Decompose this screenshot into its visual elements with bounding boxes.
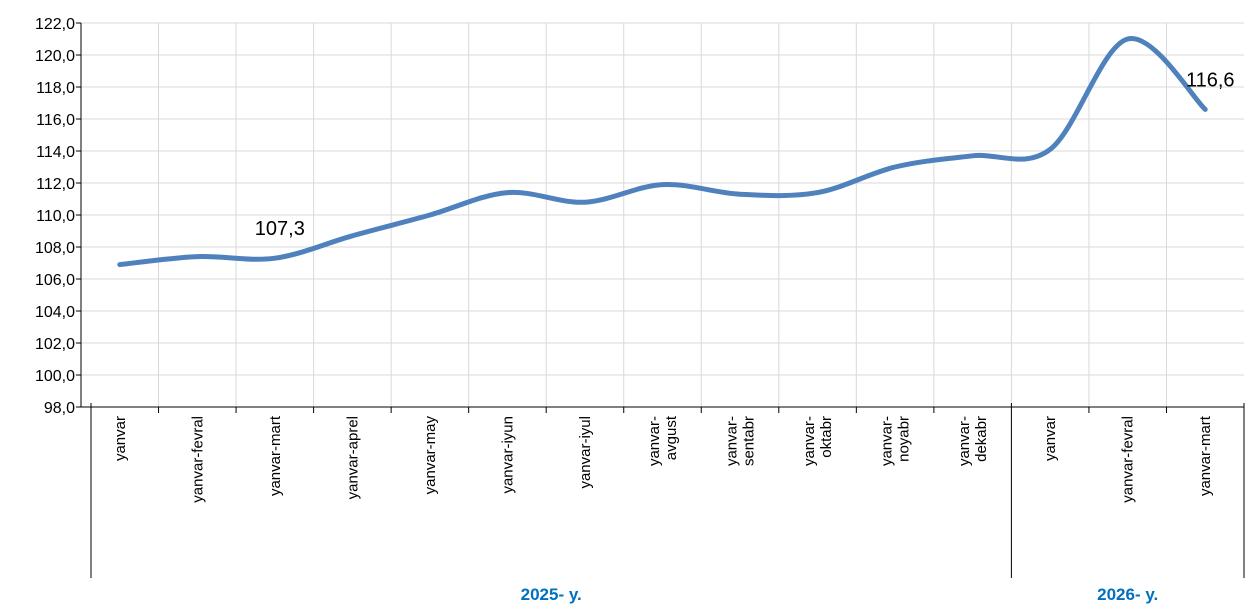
x-tick-label: yanvar-: [724, 416, 741, 466]
series-line: [117, 36, 1208, 268]
y-tick-label: 106,0: [35, 272, 75, 289]
y-tick-label: 112,0: [36, 176, 75, 193]
data-label: 116,6: [1186, 69, 1235, 91]
x-tick-label: noyabr: [896, 416, 913, 462]
x-tick-label: yanvar-: [646, 416, 663, 466]
y-tick-label: 120,0: [35, 48, 75, 65]
y-tick-labels: 98,0 100,0 102,0 104,0 106,0 108,0 110,0 112,0 1…: [35, 16, 75, 417]
gridlines: [81, 22, 1244, 407]
x-tick-label: avgust: [663, 415, 680, 460]
x-tick-label: yanvar-mart: [267, 415, 284, 496]
x-tick-label: yanvar-iyun: [499, 416, 516, 494]
x-tick-label: sentabr: [741, 416, 758, 466]
x-tick-label: yanvar-: [801, 416, 818, 466]
y-tick-label: 110,0: [36, 208, 75, 225]
y-tick-label: 104,0: [35, 304, 75, 321]
x-tick-labels: yanvar yanvar-fevral yanvar-mart yanvar-apr…: [112, 415, 1214, 503]
y-tick-label: 118,0: [36, 80, 75, 97]
x-tick-label: oktabr: [818, 416, 835, 458]
y-tick-label: 116,0: [36, 112, 75, 129]
series: [117, 36, 1208, 268]
y-tick-label: 98,0: [44, 400, 75, 417]
x-tick-label: yanvar-iyul: [577, 416, 594, 489]
y-tick-label: 114,0: [36, 144, 75, 161]
x-tick-label: yanvar-aprel: [344, 416, 361, 499]
x-tick-label: yanvar-mart: [1197, 415, 1214, 496]
axes: [76, 22, 1245, 578]
x-tick-label: dekabr: [973, 416, 990, 462]
y-tick-label: 100,0: [35, 368, 75, 385]
x-tick-label: yanvar-fevral: [1120, 416, 1137, 503]
group-label: 2025- y.: [521, 585, 582, 604]
y-tick-label: 102,0: [35, 336, 75, 353]
y-tick-label: 108,0: [35, 240, 75, 257]
y-tick-label: 122,0: [35, 16, 75, 33]
group-label: 2026- y.: [1097, 585, 1158, 604]
x-tick-label: yanvar: [1042, 416, 1059, 461]
data-label: 107,3: [255, 218, 305, 240]
x-tick-label: yanvar-fevral: [189, 416, 206, 503]
year-group-labels: 2025- y. 2026- y.: [521, 585, 1159, 604]
x-tick-label: yanvar: [112, 416, 129, 461]
x-tick-label: yanvar-: [879, 416, 896, 466]
data-labels: 107,3 116,6: [255, 69, 1235, 240]
x-tick-label: yanvar-: [956, 416, 973, 466]
x-tick-label: yanvar-may: [422, 416, 439, 495]
